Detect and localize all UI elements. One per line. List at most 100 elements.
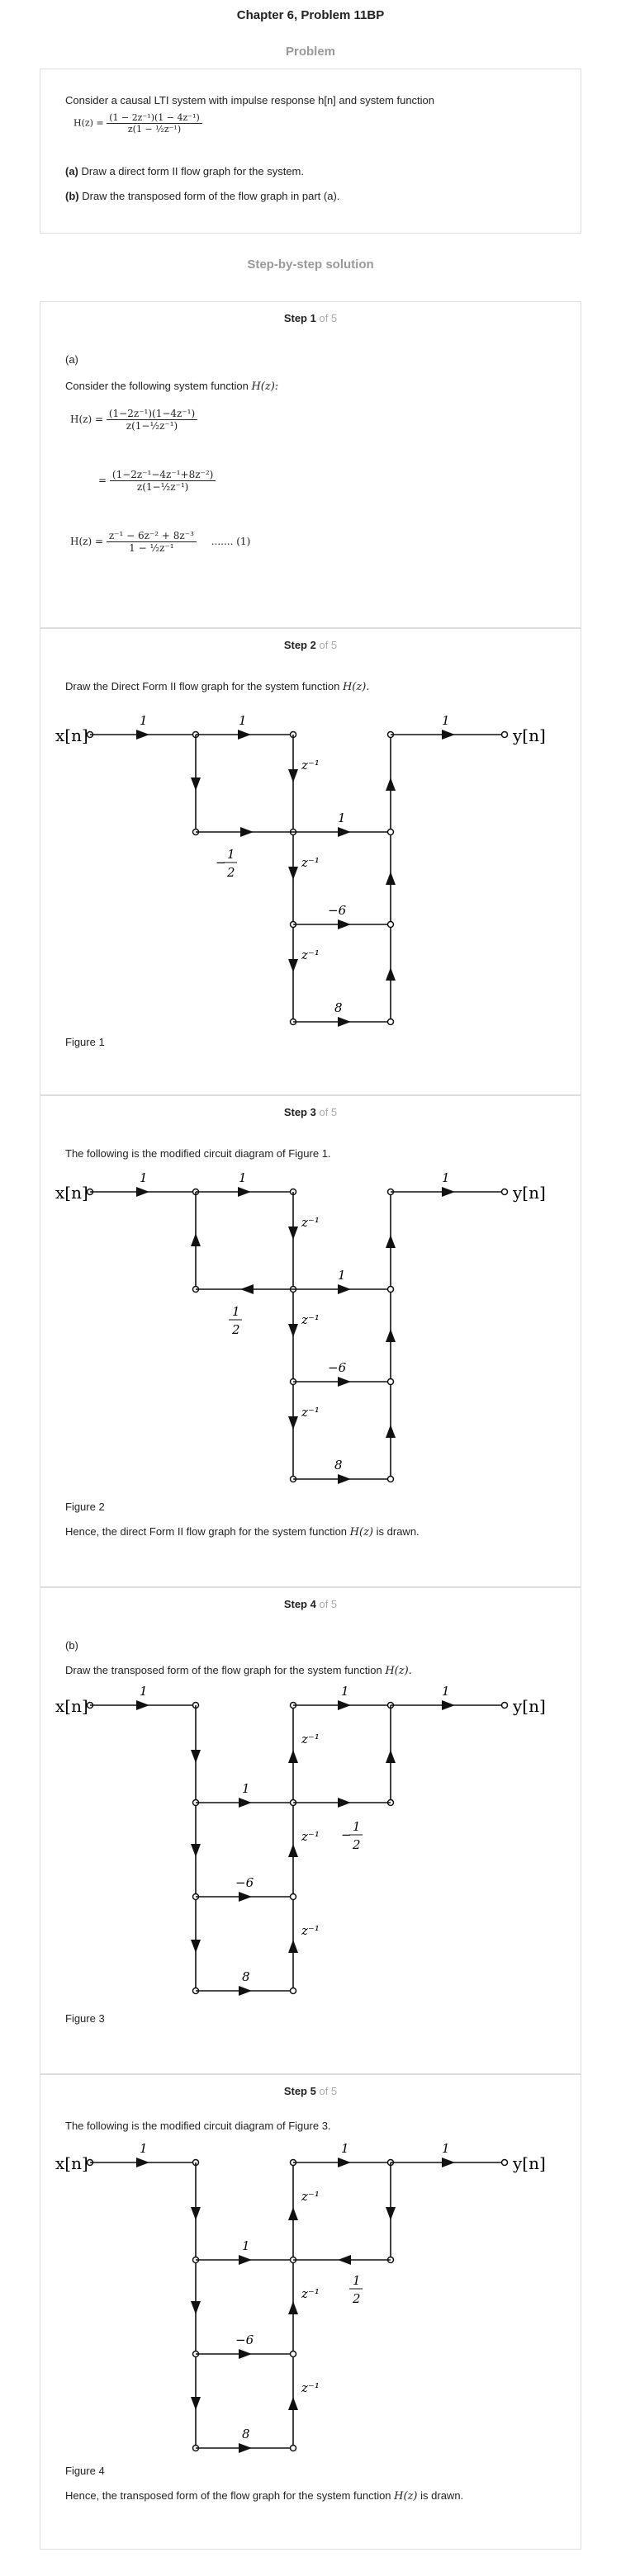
- fraction-denominator: 2: [231, 1322, 240, 1337]
- graph-arrowhead: [239, 2349, 252, 2359]
- graph-arrowhead: [338, 1377, 351, 1387]
- delay-label: z⁻¹: [301, 1405, 320, 1420]
- graph-arrowhead: [191, 1844, 201, 1857]
- graph-arrowhead: [338, 1798, 351, 1808]
- step-2-text: Draw the Direct Form II flow graph for t…: [65, 680, 370, 693]
- delay-label: z⁻¹: [301, 948, 320, 962]
- delay-label: z⁻¹: [301, 2380, 320, 2395]
- step-4-header: Step 4 of 5: [283, 1598, 338, 1610]
- gain-label: 8: [242, 2427, 250, 2441]
- graph-node: [386, 828, 395, 836]
- gain-label: 1: [442, 1684, 450, 1699]
- delay-label: z⁻¹: [301, 1312, 320, 1327]
- figure-2-flow-graph: x[n] 1 1 z⁻¹ z⁻¹ z⁻¹ 1 2 1 −6 8 1 y[n]: [55, 1170, 546, 1484]
- graph-arrowhead: [386, 872, 396, 885]
- step-5-card: Step 5 of 5 The following is the modifie…: [40, 2074, 581, 2550]
- fraction-denominator: 2: [352, 1837, 361, 1852]
- step-1-part: (a): [65, 353, 78, 366]
- gain-label: 1: [242, 2238, 250, 2253]
- graph-arrowhead: [239, 2443, 252, 2453]
- input-label: x[n]: [55, 1696, 88, 1716]
- step-5-text: The following is the modified circuit di…: [65, 2120, 331, 2132]
- minus-sign: −: [216, 855, 226, 870]
- graph-arrowhead: [136, 1187, 149, 1197]
- graph-node: [386, 1475, 395, 1483]
- gain-label: 1: [140, 2141, 148, 2156]
- graph-arrowhead: [442, 2158, 455, 2167]
- step-1-eq1: H(z) = (1−2z⁻¹)(1−4z⁻¹) z(1−½z⁻¹): [70, 408, 198, 432]
- delay-label: z⁻¹: [301, 2286, 320, 2301]
- graph-arrowhead: [238, 1187, 251, 1197]
- graph-arrowhead: [338, 1284, 351, 1294]
- step-1-card: Step 1 of 5 (a) Consider the following s…: [40, 301, 581, 628]
- gain-label: 1: [239, 1170, 247, 1185]
- gain-label: 8: [334, 1458, 343, 1472]
- input-label: x[n]: [55, 726, 88, 745]
- delay-label: z⁻¹: [301, 1732, 320, 1746]
- delay-label: z⁻¹: [301, 758, 320, 773]
- graph-arrowhead: [288, 867, 298, 880]
- problem-card: Consider a causal LTI system with impuls…: [40, 69, 581, 234]
- graph-arrowhead: [338, 1700, 351, 1710]
- graph-node: [386, 1378, 395, 1386]
- graph-arrowhead: [191, 2397, 201, 2410]
- problem-formula: H(z) = (1 − 2z⁻¹)(1 − 4z⁻¹) z(1 − ½z⁻¹): [73, 112, 202, 135]
- graph-arrowhead: [338, 1474, 351, 1484]
- gain-label: 1: [140, 713, 148, 728]
- fraction-denominator: 2: [352, 2291, 361, 2306]
- graph-node: [289, 2350, 297, 2358]
- graph-arrowhead: [386, 1329, 396, 1342]
- problem-part-a: (a) Draw a direct form II flow graph for…: [65, 165, 304, 177]
- solution-heading: Step-by-step solution: [247, 258, 374, 272]
- graph-arrowhead: [240, 827, 254, 837]
- page-title: Chapter 6, Problem 11BP: [236, 8, 385, 22]
- graph-arrowhead: [338, 2255, 351, 2265]
- problem-intro: Consider a causal LTI system with impuls…: [65, 94, 435, 106]
- step-1-eq2: = (1−2z⁻¹−4z⁻¹+8z⁻²) z(1−½z⁻¹): [98, 469, 216, 493]
- graph-arrowhead: [288, 1940, 298, 1953]
- output-label: y[n]: [512, 2153, 546, 2173]
- gain-label: 8: [334, 1000, 343, 1015]
- graph-arrowhead: [191, 1750, 201, 1763]
- gain-label: 1: [242, 1781, 250, 1796]
- graph-arrowhead: [386, 1750, 396, 1763]
- graph-arrowhead: [191, 778, 201, 791]
- graph-node: [386, 1018, 395, 1026]
- step-3-conclusion: Hence, the direct Form II flow graph for…: [65, 1525, 420, 1539]
- minus-sign: −: [341, 1827, 352, 1842]
- graph-arrowhead: [386, 1425, 396, 1438]
- graph-arrowhead: [288, 2397, 298, 2410]
- problem-part-b: (b) Draw the transposed form of the flow…: [65, 190, 340, 202]
- graph-arrowhead: [238, 730, 251, 740]
- graph-arrowhead: [288, 2301, 298, 2314]
- graph-node: [500, 1188, 509, 1196]
- graph-arrowhead: [288, 1844, 298, 1857]
- output-label: y[n]: [512, 1183, 546, 1203]
- figure-3-caption: Figure 3: [65, 2012, 105, 2025]
- graph-arrowhead: [338, 827, 351, 837]
- step-1-text: Consider the following system function H…: [65, 380, 279, 393]
- step-5-conclusion: Hence, the transposed form of the flow g…: [65, 2489, 464, 2503]
- graph-arrowhead: [191, 1233, 201, 1246]
- gain-label: 1: [442, 2141, 450, 2156]
- graph-arrowhead: [288, 1227, 298, 1240]
- graph-arrowhead: [442, 1187, 455, 1197]
- figure-1-caption: Figure 1: [65, 1036, 105, 1048]
- gain-label: 1: [341, 2141, 349, 2156]
- graph-arrowhead: [288, 769, 298, 782]
- problem-heading: Problem: [285, 45, 335, 59]
- delay-label: z⁻¹: [301, 1215, 320, 1230]
- input-label: x[n]: [55, 1183, 88, 1203]
- step-3-text: The following is the modified circuit di…: [65, 1147, 331, 1160]
- graph-node: [289, 2444, 297, 2452]
- output-label: y[n]: [512, 726, 546, 745]
- step-4-text: Draw the transposed form of the flow gra…: [65, 1664, 412, 1677]
- step-1-header: Step 1 of 5: [283, 312, 338, 324]
- gain-label: 1: [239, 713, 247, 728]
- gain-label: −6: [328, 1360, 347, 1375]
- fraction-numerator: 1: [353, 2273, 361, 2288]
- figure-4-flow-graph: x[n] 1 1 −6 8 z⁻¹ z⁻¹ z⁻¹ 1 1 2 1 y[n]: [55, 2141, 546, 2453]
- graph-arrowhead: [239, 1798, 252, 1808]
- graph-arrowhead: [240, 1284, 254, 1294]
